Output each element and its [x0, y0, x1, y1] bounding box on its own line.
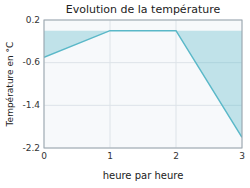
grid-line-x — [176, 20, 177, 148]
grid-line-x — [110, 20, 111, 148]
x-tick-label: 0 — [41, 151, 47, 161]
y-axis-label: Température en °C — [5, 42, 15, 128]
y-axis: 0.2 -0.6 -1.4 -2.2 — [22, 15, 40, 153]
chart-container: 0.2 -0.6 -1.4 -2.20 1 2 3 Evolution de la tempé… — [0, 0, 250, 188]
x-axis: 0 1 2 3 — [41, 151, 245, 161]
grid-line-y — [44, 105, 242, 106]
plot-frame — [44, 20, 242, 148]
y-tick-label: -0.6 — [22, 57, 40, 67]
x-tick-label: 3 — [239, 151, 245, 161]
plot-background — [44, 20, 242, 148]
x-tick-label: 1 — [107, 151, 113, 161]
x-tick-label: 2 — [173, 151, 179, 161]
area-fill — [44, 31, 242, 138]
y-tick-label: 0.2 — [26, 15, 40, 25]
y-tick-label: -2.2 — [22, 143, 40, 153]
chart: 0.2 -0.6 -1.4 -2.20 1 2 3 Evolution de la tempé… — [0, 0, 250, 188]
chart-title: Evolution de la température — [66, 3, 221, 16]
y-tick-label: -1.4 — [22, 100, 40, 110]
area-line — [44, 31, 242, 138]
grid — [44, 20, 242, 148]
data-layer — [44, 31, 242, 138]
x-axis-label: heure par heure — [103, 170, 184, 181]
